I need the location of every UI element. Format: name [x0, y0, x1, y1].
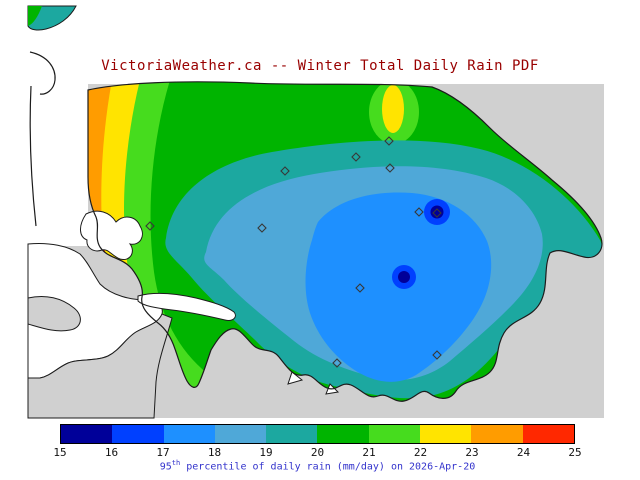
- colorbar-tick-label: 19: [259, 446, 273, 459]
- colorbar-segment: [420, 425, 472, 443]
- station-marker: [280, 166, 290, 176]
- station-marker: [257, 223, 267, 233]
- colorbar-tick-label: 17: [156, 446, 170, 459]
- west-peninsula-land: [27, 295, 81, 332]
- region-coastline: [87, 81, 603, 402]
- top-left-island: [27, 5, 77, 31]
- colorbar-tick-label: 16: [104, 446, 119, 459]
- southwest-corner-land: [27, 313, 173, 419]
- colorbar-segment: [471, 425, 523, 443]
- caption-rest: percentile of daily rain (mm/day) on 202…: [180, 461, 476, 473]
- colorbar-segment: [112, 425, 164, 443]
- colorbar-tick-label: 25: [568, 446, 582, 459]
- west-edge-coastline: [29, 85, 37, 227]
- station-marker: [332, 358, 342, 368]
- contour-core-15mm-a: [430, 205, 444, 219]
- station-marker: [432, 208, 442, 218]
- station-marker: [432, 350, 442, 360]
- colorbar-tick-label: 24: [516, 446, 531, 459]
- stations-group: [145, 136, 442, 368]
- inlet-fingers-water: [80, 210, 143, 261]
- contour-streak-22mm-north: [382, 85, 404, 133]
- colorbar-segment: [214, 425, 267, 443]
- station-marker: [145, 221, 155, 231]
- station-marker: [355, 283, 365, 293]
- colorbar-tick-label: 21: [362, 446, 376, 459]
- harbour-channel-water: [137, 292, 236, 321]
- coast-notch-water-1: [287, 371, 304, 385]
- station-marker: [384, 136, 394, 146]
- west-strait-water: [28, 84, 88, 246]
- station-marker: [351, 152, 361, 162]
- caption-prefix: 95: [159, 461, 172, 473]
- colorbar-segment: [266, 425, 318, 443]
- caption-superscript: th: [171, 459, 181, 467]
- colorbar: [60, 424, 575, 444]
- colorbar-segment: [522, 425, 574, 443]
- northwest-island-coastline: [29, 51, 56, 95]
- colorbar-tick-label: 15: [53, 446, 67, 459]
- colorbar-segment: [368, 425, 421, 443]
- colorbar-segment: [163, 425, 215, 443]
- top-left-island-green-edge: [28, 6, 42, 26]
- colorbar-tick-label: 18: [207, 446, 222, 459]
- colorbar-tick-label: 20: [310, 446, 325, 459]
- station-marker: [414, 207, 424, 217]
- colorbar-tick-label: 22: [413, 446, 428, 459]
- colorbar-segment: [61, 425, 113, 443]
- contour-core-15mm-b: [398, 271, 410, 283]
- station-marker: [385, 163, 395, 173]
- page-title: VictoriaWeather.ca -- Winter Total Daily…: [101, 58, 539, 74]
- colorbar-segment: [317, 425, 369, 443]
- caption: 95th percentile of daily rain (mm/day) o…: [60, 459, 575, 472]
- colorbar-tick-label: 23: [465, 446, 479, 459]
